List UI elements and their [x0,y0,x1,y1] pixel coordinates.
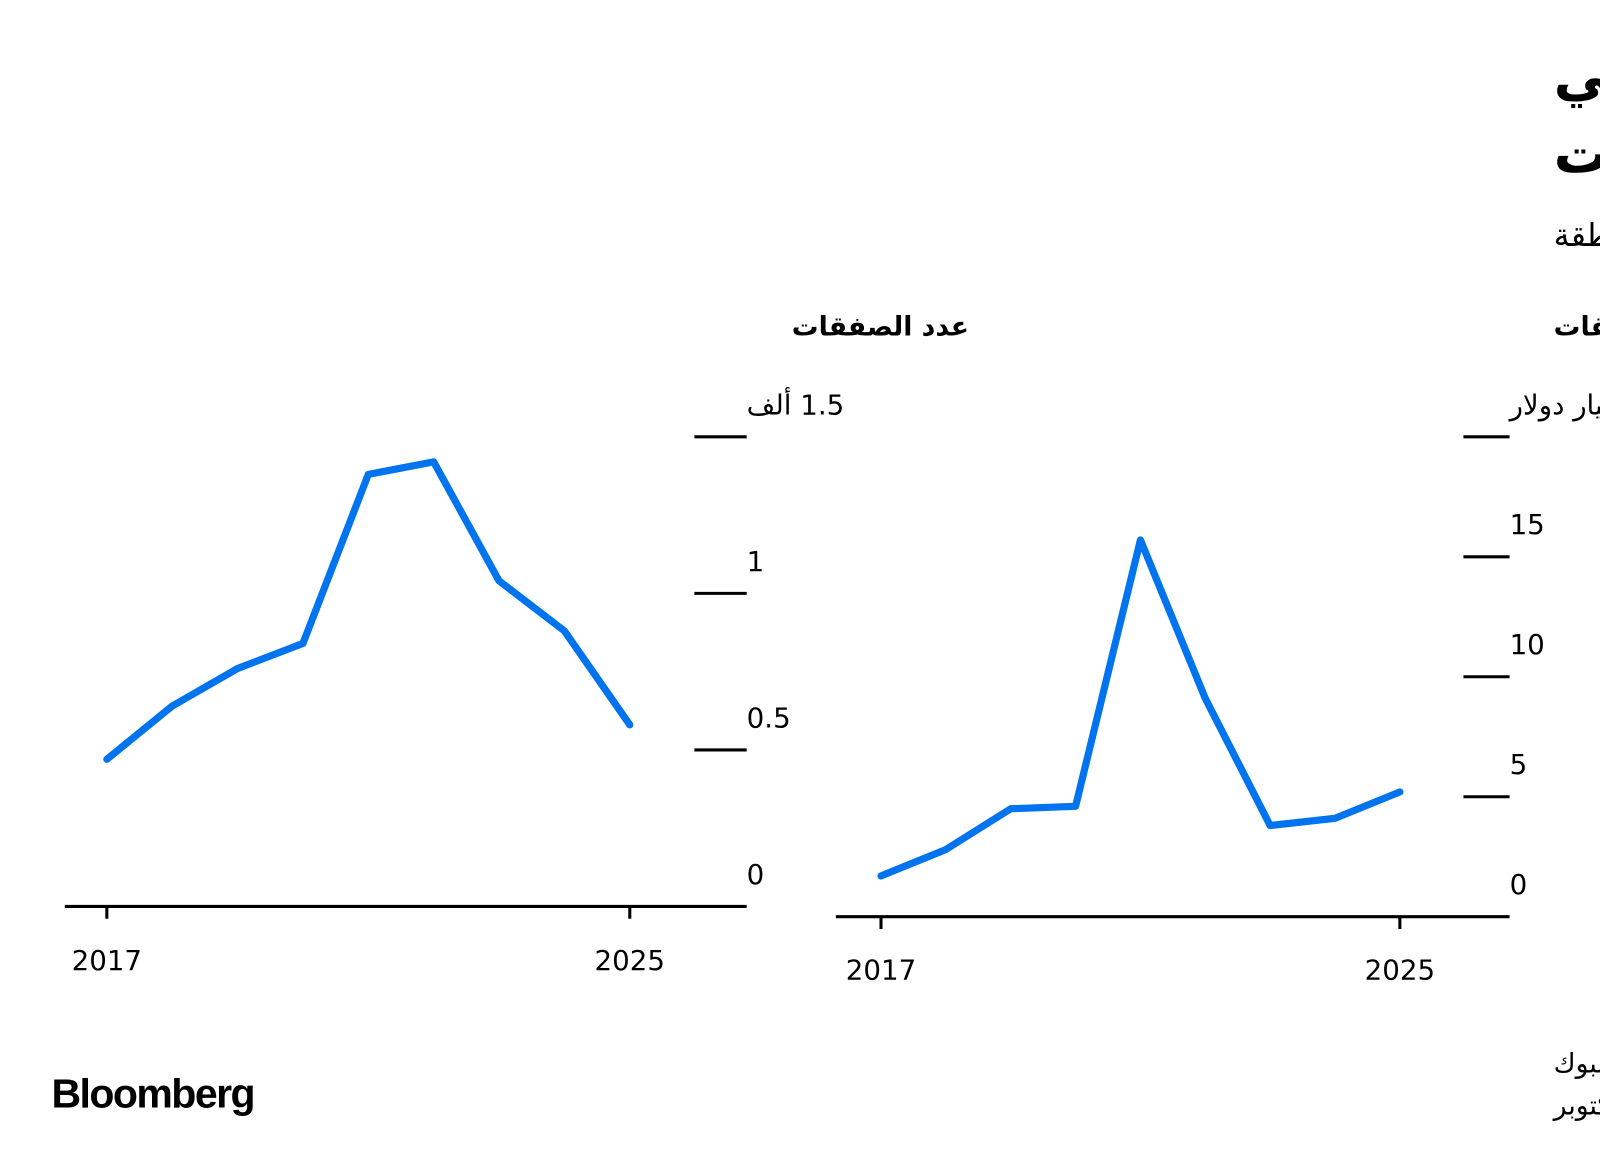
y-tick-label: 1 [747,545,765,578]
deal-count-chart: 0 0.5 1 1.5 ألف 2017 2025 [64,385,845,977]
title-line-1: تمويل الشركات الناشئة في [1554,44,1600,108]
y-tick-label: 20 مليار دولار [1508,388,1600,421]
x-tick-label: 2025 [595,944,665,977]
y-tick-label: 0.5 [747,701,791,734]
bloomberg-logo: Bloomberg [51,1070,254,1116]
title-line-2: أميركا اللاتينية يواجه صعوبات [1554,117,1600,186]
panel-title-value: قيمة الصفقات [1554,311,1600,342]
y-tick-label: 0 [747,858,765,891]
x-tick-label: 2017 [846,953,916,986]
y-tick-label: 10 [1510,628,1545,661]
series-line [877,536,1404,880]
y-tick-label: 15 [1510,508,1545,541]
y-tick-label: 1.5 ألف [747,385,845,421]
x-tick-label: 2017 [72,944,142,977]
series-line [103,458,634,763]
deal-value-chart: 0 5 10 15 20 مليار دولار 2017 2025 [835,388,1600,986]
subtitle: نشاط صفقات رأس المال الاستثماري في المنط… [1554,214,1600,254]
x-tick-label: 2025 [1365,953,1435,986]
y-tick-label: 5 [1510,748,1528,781]
y-tick-label: 0 [1510,868,1528,901]
source-note: المصدر: بيتشبوك [1554,1049,1600,1080]
panel-title-count: عدد الصفقات [792,311,969,342]
footnote: ملاحظة: بيانات عام 2025 كما في 29 أكتوبر [1552,1087,1600,1122]
